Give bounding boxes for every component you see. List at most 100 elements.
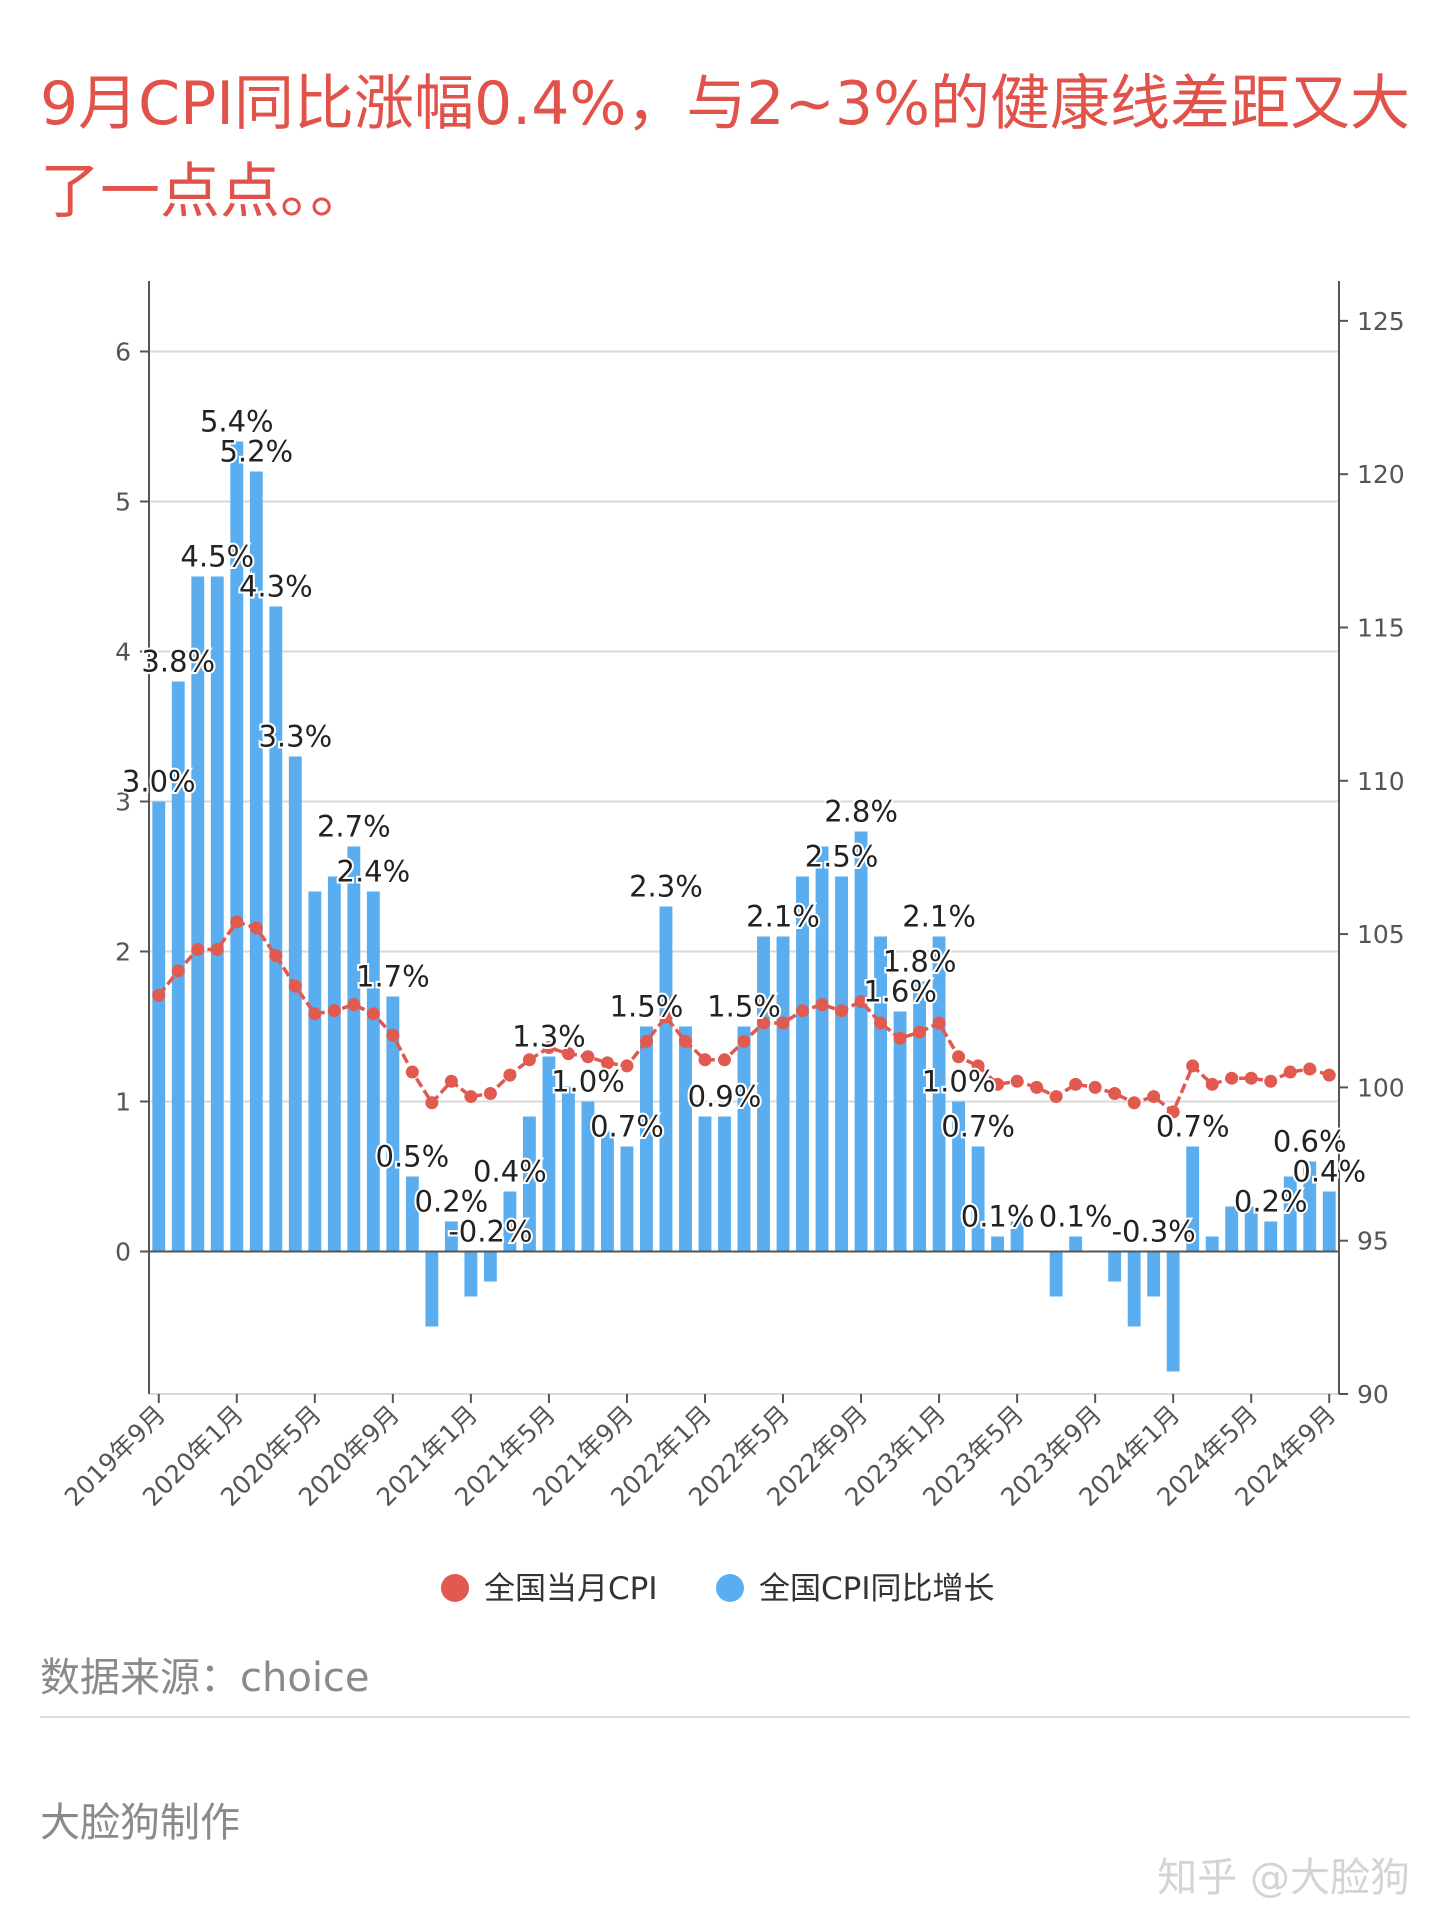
- bar-2022年10月: [874, 936, 887, 1252]
- data-label: 3.3%: [258, 720, 332, 754]
- bar-2020年2月: [249, 471, 263, 1252]
- data-label: 1.6%: [863, 975, 937, 1009]
- bar-2021年10月: [640, 1026, 653, 1252]
- bar-2024年6月: [1264, 1221, 1278, 1252]
- left-tick-label: 2: [115, 938, 131, 967]
- bar-2024年2月: [1186, 1146, 1200, 1252]
- cpi-point-2020年2月: [249, 921, 263, 935]
- bar-2023年11月: [1127, 1251, 1141, 1327]
- bar-2021年7月: [581, 1101, 595, 1252]
- cpi-point-2021年10月: [639, 1034, 653, 1048]
- data-label: 5.2%: [219, 435, 293, 469]
- cpi-point-2024年4月: [1225, 1071, 1239, 1085]
- data-label: 0.2%: [415, 1185, 489, 1219]
- bar-2024年7月: [1283, 1176, 1297, 1252]
- data-label: 2.5%: [805, 840, 879, 874]
- bar-2023年4月: [991, 1236, 1005, 1252]
- cpi-point-2021年11月: [659, 1010, 673, 1024]
- bar-2024年8月: [1303, 1161, 1317, 1252]
- bar-2021年12月: [679, 1026, 692, 1252]
- bar-2020年12月: [444, 1221, 458, 1252]
- right-tick-label: 90: [1357, 1380, 1389, 1409]
- cpi-point-2021年6月: [561, 1047, 575, 1061]
- bar-2022年2月: [718, 1116, 731, 1252]
- data-label: 2.1%: [746, 900, 820, 934]
- cpi-point-2022年7月: [815, 998, 829, 1012]
- bar-2023年7月: [1049, 1251, 1063, 1297]
- data-label: 0.7%: [941, 1110, 1015, 1144]
- data-label: 0.4%: [473, 1155, 547, 1189]
- data-label: 1.5%: [707, 990, 781, 1024]
- bar-2022年12月: [913, 981, 927, 1252]
- cpi-point-2023年2月: [952, 1050, 966, 1064]
- left-tick-label: 6: [115, 338, 131, 367]
- cpi-point-2021年2月: [483, 1087, 497, 1101]
- cpi-point-2022年6月: [796, 1004, 810, 1018]
- cpi-point-2022年9月: [854, 995, 868, 1009]
- data-label: 0.7%: [1156, 1110, 1230, 1144]
- bar-2020年5月: [308, 891, 322, 1252]
- right-tick-label: 125: [1357, 307, 1405, 336]
- watermark: 知乎 @大脸狗: [1157, 1855, 1410, 1901]
- cpi-point-2020年8月: [366, 1007, 380, 1021]
- bar-2020年7月: [347, 846, 361, 1252]
- cpi-point-2024年5月: [1244, 1071, 1258, 1085]
- cpi-point-2021年3月: [503, 1068, 517, 1082]
- right-tick-label: 115: [1357, 613, 1405, 642]
- data-label: 2.1%: [902, 900, 976, 934]
- data-label: 3.8%: [141, 645, 215, 679]
- right-tick-label: 110: [1357, 767, 1405, 796]
- cpi-point-2020年9月: [386, 1028, 400, 1042]
- cpi-point-2019年12月: [210, 942, 224, 956]
- data-label: 2.3%: [629, 870, 703, 904]
- bar-2023年10月: [1108, 1251, 1122, 1282]
- bar-2019年11月: [191, 576, 205, 1252]
- left-tick-label: 5: [115, 488, 131, 517]
- bar-2024年9月: [1322, 1191, 1336, 1252]
- data-label: 0.1%: [961, 1200, 1035, 1234]
- left-tick-label: 1: [115, 1088, 131, 1117]
- cpi-point-2020年3月: [269, 949, 283, 963]
- cpi-point-2023年8月: [1069, 1077, 1083, 1091]
- data-label: 0.9%: [688, 1080, 762, 1114]
- cpi-point-2023年6月: [1030, 1080, 1044, 1094]
- bar-2021年11月: [659, 906, 673, 1252]
- data-source: 数据来源：choice: [40, 1655, 370, 1701]
- cpi-point-2022年2月: [717, 1053, 731, 1067]
- bar-2022年9月: [854, 831, 868, 1252]
- bar-2024年4月: [1225, 1206, 1239, 1252]
- left-tick-label: 4: [115, 638, 131, 667]
- cpi-point-2023年5月: [1010, 1074, 1024, 1088]
- bar-2021年9月: [620, 1146, 634, 1252]
- cpi-point-2020年6月: [327, 1004, 341, 1018]
- bar-2020年10月: [405, 1176, 419, 1252]
- legend-cpi-marker: [441, 1574, 469, 1602]
- cpi-point-2020年1月: [230, 915, 244, 929]
- data-label: 2.8%: [824, 795, 898, 829]
- cpi-point-2023年10月: [1108, 1087, 1122, 1101]
- data-label: 0.5%: [376, 1140, 450, 1174]
- bar-2020年9月: [386, 996, 400, 1252]
- cpi-point-2022年8月: [835, 1004, 849, 1018]
- cpi-point-2021年12月: [678, 1034, 692, 1048]
- cpi-point-2024年2月: [1186, 1059, 1200, 1073]
- cpi-point-2021年1月: [464, 1090, 478, 1104]
- cpi-chart: 012345690951001051101151201252019年9月2020…: [59, 281, 1405, 1607]
- data-label: 5.4%: [200, 405, 274, 439]
- cpi-point-2022年3月: [737, 1034, 751, 1048]
- cpi-point-2020年7月: [347, 998, 361, 1012]
- left-tick-label: 3: [115, 788, 131, 817]
- bar-2021年2月: [483, 1251, 497, 1282]
- cpi-point-2024年8月: [1303, 1062, 1317, 1076]
- data-label: 1.0%: [922, 1065, 996, 1099]
- data-label: 0.2%: [1234, 1185, 1308, 1219]
- cpi-point-2021年9月: [620, 1059, 634, 1073]
- cpi-point-2023年3月: [971, 1059, 985, 1073]
- data-label: 1.0%: [551, 1065, 625, 1099]
- bar-2023年1月: [932, 936, 946, 1252]
- cpi-point-2020年12月: [444, 1074, 458, 1088]
- bar-2023年5月: [1010, 1221, 1024, 1252]
- legend-cpi-label: 全国当月CPI: [484, 1571, 657, 1607]
- cpi-point-2024年9月: [1322, 1068, 1336, 1082]
- data-label: -0.2%: [448, 1215, 532, 1249]
